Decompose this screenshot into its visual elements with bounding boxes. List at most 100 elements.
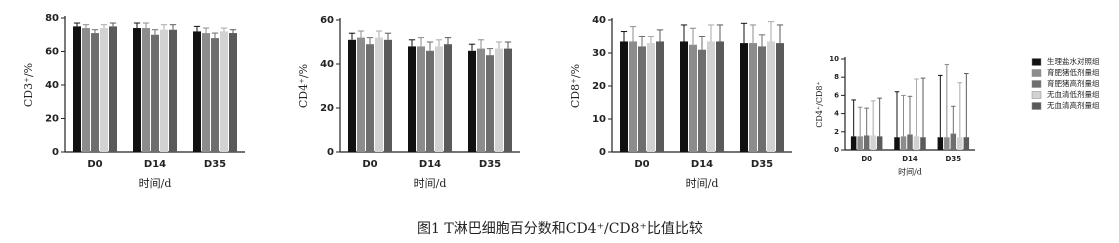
y-tick-label: 6 <box>834 91 839 99</box>
bar <box>716 41 724 153</box>
bar <box>870 135 876 150</box>
y-tick-label: 20 <box>45 114 59 125</box>
bar <box>776 43 784 152</box>
bar <box>202 33 210 153</box>
bar <box>767 41 775 153</box>
legend-swatch <box>1031 69 1042 77</box>
y-axis-label: CD8⁺/% <box>569 64 582 108</box>
bar <box>82 28 90 152</box>
x-axis-label: 时间/d <box>139 177 172 190</box>
legend-swatch <box>1031 80 1042 88</box>
bar <box>850 136 857 150</box>
y-axis-label: CD4⁺/CD8⁺ <box>815 81 824 127</box>
x-tick-label: D14 <box>419 159 441 170</box>
y-tick-label: 40 <box>45 80 59 91</box>
bar <box>444 44 452 153</box>
y-axis-label: CD4⁺/% <box>297 64 310 108</box>
legend-label: 无血清高剂量组 <box>1047 100 1100 110</box>
bar <box>220 31 228 152</box>
x-axis-label: 时间/d <box>414 177 447 190</box>
bar <box>100 28 108 152</box>
y-tick-label: 80 <box>45 13 59 24</box>
bar <box>749 43 757 152</box>
bar <box>894 137 900 150</box>
x-tick-label: D0 <box>634 159 649 170</box>
x-tick-label: D14 <box>144 159 166 170</box>
bar <box>348 39 356 152</box>
bar <box>375 37 383 152</box>
bar <box>647 43 655 152</box>
bar <box>876 136 883 150</box>
y-tick-label: 60 <box>320 15 334 26</box>
x-tick-label: D35 <box>204 159 226 170</box>
bar <box>907 134 913 150</box>
bar <box>698 49 706 153</box>
legend-label: 育肥猪高剂量组 <box>1047 78 1100 88</box>
bar <box>229 33 237 153</box>
bar <box>486 55 494 153</box>
x-axis-label: 时间/d <box>898 166 922 176</box>
bar <box>504 48 512 152</box>
y-axis-label: CD3⁺/% <box>22 63 35 107</box>
y-tick-label: 0 <box>327 147 334 158</box>
y-tick-label: 0 <box>52 147 59 158</box>
x-tick-label: D0 <box>362 159 377 170</box>
bar <box>857 136 863 150</box>
bar <box>920 137 926 150</box>
legend-swatch <box>1031 102 1042 110</box>
bar <box>408 46 416 152</box>
bar <box>151 34 159 152</box>
legend-swatch <box>1031 58 1042 66</box>
y-tick-label: 20 <box>592 81 606 92</box>
y-tick-label: 40 <box>320 59 334 70</box>
y-tick-label: 10 <box>592 114 606 125</box>
x-tick-label: D35 <box>946 155 962 163</box>
y-tick-label: 0 <box>599 147 606 158</box>
x-tick-label: D0 <box>861 155 872 163</box>
y-tick-label: 10 <box>829 55 839 63</box>
bar <box>629 41 637 153</box>
bar <box>109 26 117 152</box>
y-tick-label: 4 <box>834 110 839 118</box>
bar <box>193 31 201 152</box>
bar <box>73 26 81 152</box>
x-tick-label: D35 <box>751 159 773 170</box>
y-tick-label: 0 <box>834 146 839 154</box>
bar <box>963 137 970 150</box>
bar <box>435 46 443 152</box>
bar <box>477 48 485 152</box>
bar <box>211 38 219 152</box>
bar <box>950 133 957 150</box>
bar <box>426 50 434 152</box>
bar <box>366 44 374 153</box>
bar <box>417 46 425 152</box>
bar <box>758 46 766 152</box>
legend-swatch <box>1031 91 1042 99</box>
bar <box>160 29 168 153</box>
y-tick-label: 40 <box>592 15 606 26</box>
y-tick-label: 30 <box>592 48 606 59</box>
bar <box>656 41 664 153</box>
bar <box>357 37 365 152</box>
bar <box>944 137 950 150</box>
bar <box>707 41 715 153</box>
y-tick-label: 8 <box>834 73 839 81</box>
x-axis-label: 时间/d <box>686 177 719 190</box>
bar <box>169 29 177 153</box>
bar <box>863 135 870 150</box>
y-tick-label: 2 <box>834 128 839 136</box>
bar <box>468 50 476 152</box>
figure-caption: 图1 T淋巴细胞百分数和CD4⁺/CD8⁺比值比较 <box>417 221 703 237</box>
y-tick-label: 60 <box>45 47 59 58</box>
x-tick-label: D14 <box>691 159 713 170</box>
bar <box>900 136 907 150</box>
bar <box>133 28 141 152</box>
legend-label: 生理盐水对照组 <box>1047 56 1100 66</box>
y-tick-label: 20 <box>320 103 334 114</box>
bar <box>620 41 628 153</box>
bar <box>913 136 920 150</box>
bar <box>740 43 748 152</box>
bar <box>680 41 688 153</box>
bar <box>957 137 963 150</box>
